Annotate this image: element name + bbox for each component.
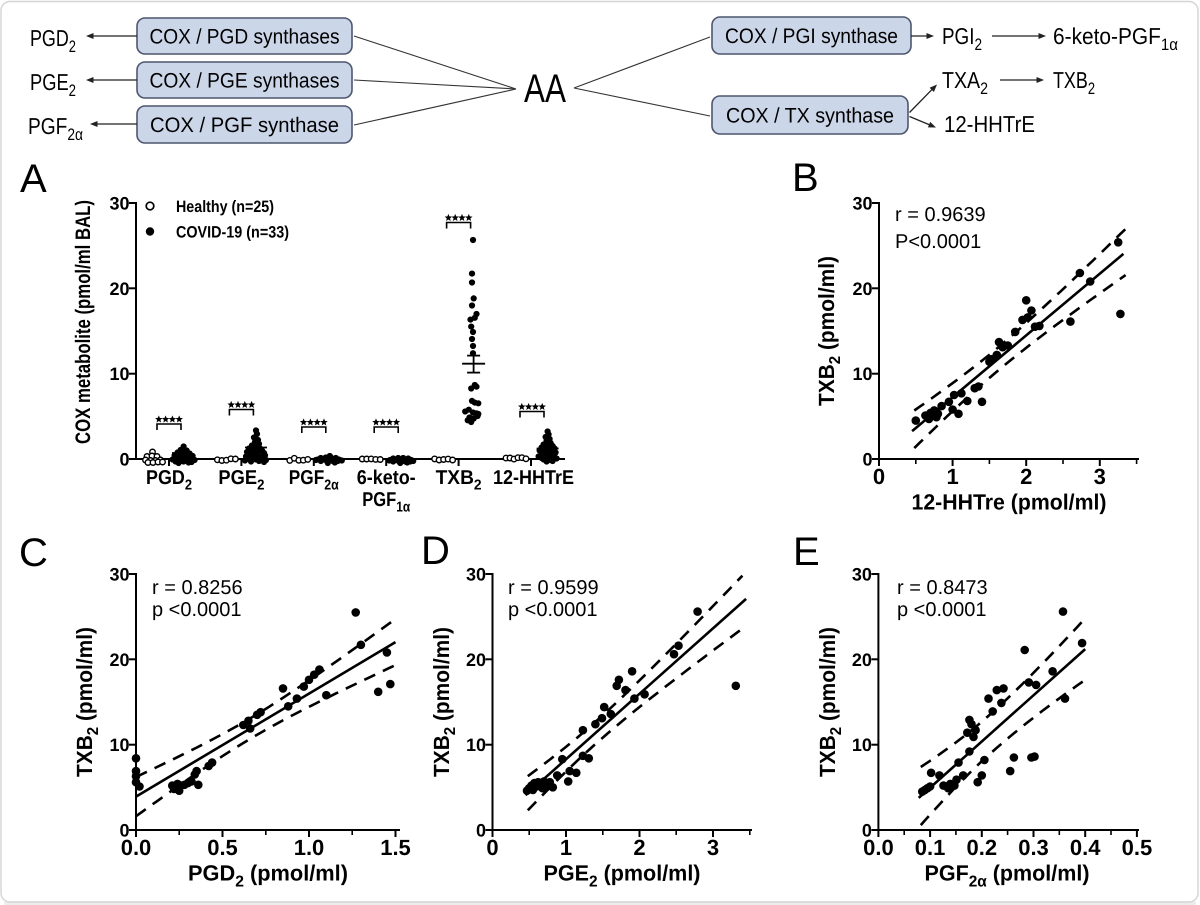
svg-text:0.3: 0.3 xyxy=(1018,835,1049,860)
svg-text:D: D xyxy=(421,529,450,573)
svg-text:0: 0 xyxy=(862,821,872,841)
svg-text:Healthy (n=25): Healthy (n=25) xyxy=(176,198,274,216)
svg-text:B: B xyxy=(792,156,819,200)
svg-text:TXB2​ (pmol/ml): TXB2​ (pmol/ml) xyxy=(814,256,844,406)
svg-text:TXB2​ (pmol/ml): TXB2​ (pmol/ml) xyxy=(429,627,459,777)
svg-text:COX / PGD synthases: COX / PGD synthases xyxy=(150,26,340,49)
svg-text:20: 20 xyxy=(852,279,872,299)
svg-text:10: 10 xyxy=(852,364,872,384)
svg-text:1.0: 1.0 xyxy=(294,835,325,860)
svg-text:10: 10 xyxy=(466,735,486,755)
svg-text:PGD2​: PGD2​ xyxy=(30,25,76,56)
svg-text:0: 0 xyxy=(119,450,129,470)
svg-text:COX / PGF synthase: COX / PGF synthase xyxy=(150,114,339,137)
svg-text:r = 0.9599: r = 0.9599 xyxy=(508,577,599,599)
svg-text:TXB2​: TXB2​ xyxy=(436,467,482,493)
svg-text:30: 30 xyxy=(466,565,486,585)
svg-text:PGD2​ (pmol/ml): PGD2​ (pmol/ml) xyxy=(188,861,348,891)
svg-text:p <0.0001: p <0.0001 xyxy=(508,599,598,621)
svg-text:PGF2α​: PGF2α​ xyxy=(289,467,339,493)
svg-text:r = 0.8473: r = 0.8473 xyxy=(897,577,988,599)
svg-text:PGE2​ (pmol/ml): PGE2​ (pmol/ml) xyxy=(544,861,701,891)
svg-text:2: 2 xyxy=(1020,464,1032,489)
svg-text:0.5: 0.5 xyxy=(207,835,238,860)
svg-text:AA: AA xyxy=(524,67,566,111)
svg-text:P<0.0001: P<0.0001 xyxy=(895,231,981,253)
svg-text:30: 30 xyxy=(109,565,129,585)
svg-text:TXB2​: TXB2​ xyxy=(1053,67,1095,98)
svg-text:6-keto-: 6-keto- xyxy=(357,467,416,489)
svg-text:20: 20 xyxy=(109,279,129,299)
svg-text:1: 1 xyxy=(560,835,572,860)
svg-text:1.5: 1.5 xyxy=(380,835,411,860)
svg-text:0.2: 0.2 xyxy=(967,835,998,860)
svg-text:20: 20 xyxy=(852,650,872,670)
svg-text:6-keto-PGF1α​: 6-keto-PGF1α​ xyxy=(1053,23,1178,54)
svg-text:0.5: 0.5 xyxy=(1122,835,1153,860)
svg-text:30: 30 xyxy=(852,565,872,585)
svg-text:30: 30 xyxy=(852,194,872,214)
svg-text:PGF1α​: PGF1α​ xyxy=(362,489,410,515)
svg-text:PGE2​: PGE2​ xyxy=(30,69,76,100)
svg-text:p <0.0001: p <0.0001 xyxy=(152,599,242,621)
svg-text:COX / TX synthase: COX / TX synthase xyxy=(726,105,894,128)
svg-text:0: 0 xyxy=(862,450,872,470)
svg-text:COX / PGI synthase: COX / PGI synthase xyxy=(725,25,898,48)
svg-text:20: 20 xyxy=(109,650,129,670)
svg-text:12-HHTrE: 12-HHTrE xyxy=(493,467,574,489)
svg-text:10: 10 xyxy=(852,735,872,755)
svg-text:12-HHTre (pmol/ml): 12-HHTre (pmol/ml) xyxy=(912,490,1107,515)
svg-text:0.0: 0.0 xyxy=(863,835,894,860)
svg-text:PGF2α​ (pmol/ml): PGF2α​ (pmol/ml) xyxy=(925,861,1090,891)
svg-text:0.0: 0.0 xyxy=(121,835,152,860)
svg-text:PGI2​: PGI2​ xyxy=(942,23,982,54)
svg-text:3: 3 xyxy=(1094,464,1106,489)
svg-text:COX metabolite (pmol/ml BAL): COX metabolite (pmol/ml BAL) xyxy=(72,200,95,444)
svg-text:TXB2​ (pmol/ml): TXB2​ (pmol/ml) xyxy=(815,627,845,777)
svg-text:E: E xyxy=(793,530,820,574)
svg-text:12-HHTrE: 12-HHTrE xyxy=(944,111,1035,137)
svg-text:PGE2​: PGE2​ xyxy=(218,467,264,493)
svg-text:COX / PGE synthases: COX / PGE synthases xyxy=(150,70,340,93)
svg-text:PGD2​: PGD2​ xyxy=(146,467,192,493)
svg-text:2: 2 xyxy=(633,835,645,860)
svg-text:1: 1 xyxy=(946,464,958,489)
svg-text:10: 10 xyxy=(109,364,129,384)
svg-text:0: 0 xyxy=(119,821,129,841)
svg-text:COVID-19 (n=33): COVID-19 (n=33) xyxy=(176,224,289,242)
svg-text:0.1: 0.1 xyxy=(915,835,946,860)
svg-text:A: A xyxy=(20,157,47,201)
svg-text:r = 0.8256: r = 0.8256 xyxy=(152,577,243,599)
svg-text:r = 0.9639: r = 0.9639 xyxy=(895,204,986,226)
svg-text:20: 20 xyxy=(466,650,486,670)
svg-text:p <0.0001: p <0.0001 xyxy=(897,599,987,621)
svg-text:0: 0 xyxy=(486,835,498,860)
svg-text:TXB2​ (pmol/ml): TXB2​ (pmol/ml) xyxy=(72,627,102,777)
svg-text:30: 30 xyxy=(109,194,129,214)
svg-text:0.4: 0.4 xyxy=(1070,835,1101,860)
svg-text:TXA2​: TXA2​ xyxy=(942,67,988,98)
svg-text:10: 10 xyxy=(109,735,129,755)
svg-text:0: 0 xyxy=(476,821,486,841)
svg-text:3: 3 xyxy=(707,835,719,860)
svg-text:0: 0 xyxy=(873,464,885,489)
svg-text:PGF2α​: PGF2α​ xyxy=(28,113,83,144)
svg-text:C: C xyxy=(19,531,48,575)
